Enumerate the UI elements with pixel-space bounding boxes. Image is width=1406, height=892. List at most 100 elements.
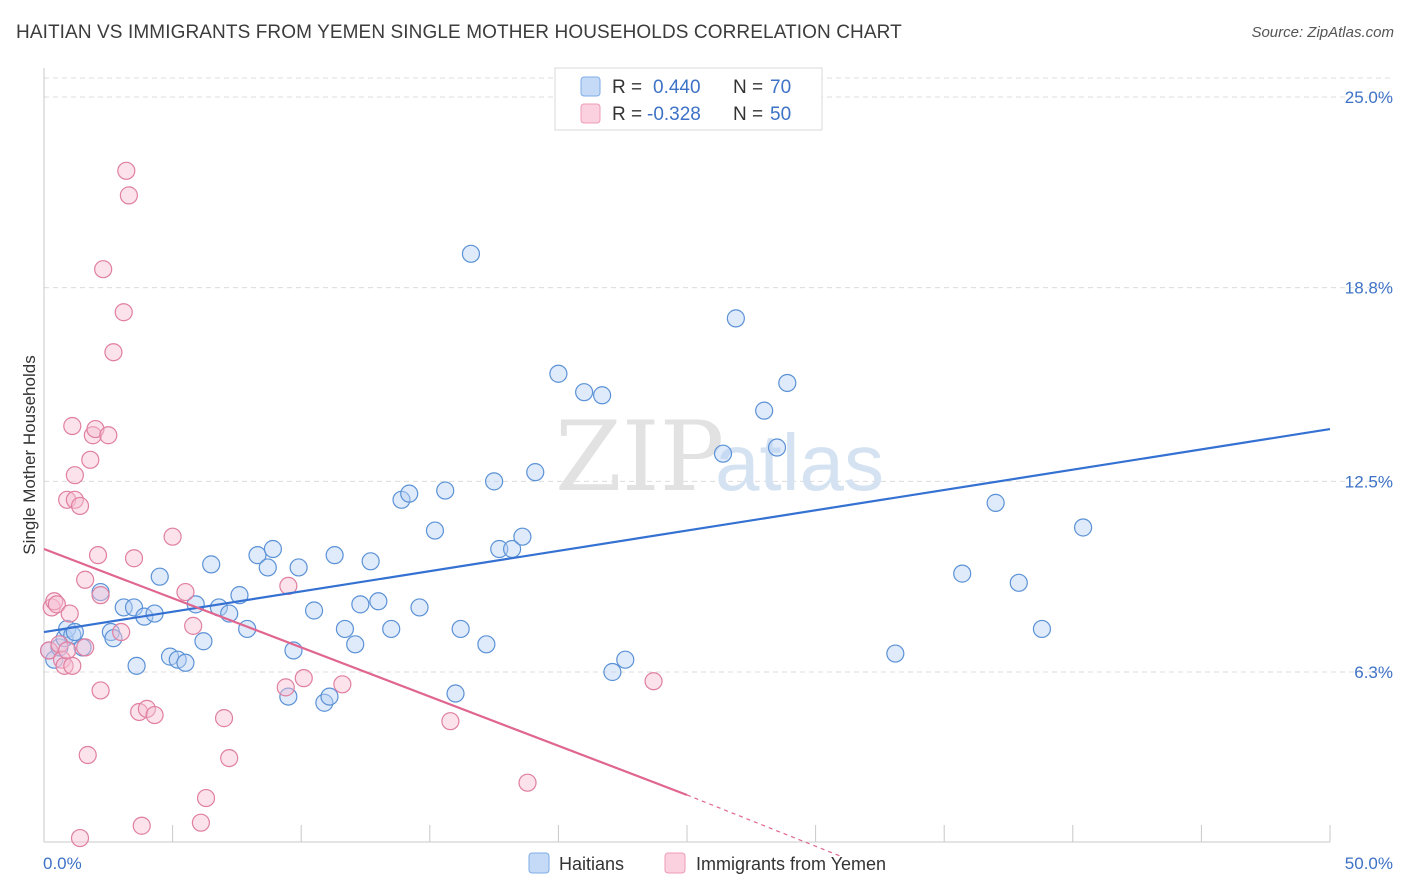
yemen-point-10	[63, 656, 82, 675]
yemen-point-14	[70, 828, 90, 848]
haitians-point-12	[124, 598, 144, 617]
yemen-point-39	[184, 616, 203, 635]
legend-n-label-2: N =	[733, 104, 763, 125]
legend-r-label-2: R =	[612, 104, 642, 125]
haitians-point-72	[1073, 518, 1093, 537]
yemen-point-27	[104, 343, 123, 362]
haitians-point-37	[335, 619, 355, 639]
haitians-point-39	[351, 595, 370, 614]
legend-r-value-2: -0.328	[647, 104, 701, 125]
y-tick-label-1: 12.5%	[1345, 472, 1393, 491]
haitians-point-55	[513, 527, 532, 546]
yemen-point-24	[91, 681, 110, 700]
haitians-point-64	[755, 401, 774, 420]
haitians-point-13	[127, 656, 146, 675]
yemen-point-19	[81, 450, 100, 469]
haitians-point-53	[490, 539, 509, 559]
yemen-point-2	[45, 592, 64, 611]
yemen-point-43	[220, 748, 239, 768]
legend-r-label-1: R =	[612, 77, 642, 98]
haitians-point-25	[230, 586, 249, 605]
watermark-atlas: atlas	[715, 418, 884, 507]
haitians-point-60	[603, 662, 622, 682]
bottom-legend-haitians: Haitians	[559, 854, 624, 874]
haitians-point-63	[726, 309, 745, 328]
yemen-point-40	[191, 813, 210, 832]
haitians-point-49	[451, 619, 470, 639]
haitians-point-29	[263, 539, 283, 559]
yemen-point-6	[55, 656, 74, 675]
yemen-point-15	[70, 496, 90, 516]
yemen-point-28	[112, 622, 131, 642]
yemen-point-22	[88, 546, 108, 565]
yemen-point-8	[58, 641, 77, 660]
haitians-point-41	[369, 592, 388, 611]
haitians-point-45	[410, 598, 429, 617]
yemen-point-25	[94, 260, 113, 279]
haitians-point-59	[593, 386, 612, 405]
haitians-point-32	[289, 558, 308, 577]
haitians-point-19	[176, 653, 195, 672]
y-tick-label-0: 6.3%	[1354, 663, 1393, 682]
haitians-point-50	[461, 244, 481, 263]
yemen-point-31	[119, 186, 138, 205]
yemen-point-13	[65, 466, 84, 485]
haitians-point-62	[713, 444, 733, 463]
haitians-point-21	[194, 632, 213, 651]
haitians-point-58	[575, 383, 594, 402]
legend-r-value-1: 0.440	[653, 77, 701, 98]
yemen-point-37	[163, 527, 182, 546]
haitians-point-51	[477, 635, 496, 654]
bottom-legend-swatch-yemen	[664, 852, 686, 874]
yemen-point-17	[76, 570, 95, 589]
yemen-point-48	[441, 712, 460, 731]
yemen-point-42	[214, 709, 234, 728]
yemen-point-18	[78, 745, 97, 765]
haitians-point-22	[202, 555, 221, 574]
haitians-point-16	[150, 567, 169, 586]
haitians-point-27	[248, 546, 267, 565]
haitians-point-57	[549, 364, 568, 383]
yemen-point-16	[76, 638, 95, 657]
yemen-point-3	[47, 595, 66, 614]
x-tick-label-0: 0.0%	[43, 854, 82, 873]
haitians-point-38	[346, 635, 365, 654]
tick-labels: 6.3% 12.5% 18.8% 25.0% 0.0% 50.0%	[43, 88, 1393, 873]
haitians-point-47	[436, 481, 455, 500]
legend-swatch-haitians	[580, 76, 601, 97]
yemen-point-46	[294, 669, 313, 688]
yemen-point-41	[196, 788, 216, 808]
haitians-point-71	[1032, 619, 1052, 639]
legend-swatch-yemen	[580, 103, 601, 124]
watermark: ZIP atlas	[555, 401, 884, 513]
yemen-point-29	[114, 303, 133, 322]
bottom-legend-swatch-haitians	[528, 852, 550, 874]
haitians-point-66	[778, 373, 797, 393]
yemen-point-50	[644, 672, 663, 691]
y-axis-label: Single Mother Households	[20, 355, 39, 554]
yemen-trend-extension	[686, 794, 842, 858]
yemen-point-32	[124, 549, 144, 568]
grid-lines	[44, 77, 1390, 673]
yemen-point-36	[145, 705, 164, 725]
y-tick-label-2: 18.8%	[1345, 279, 1393, 298]
haitians-point-65	[767, 438, 787, 457]
yemen-trend-line	[43, 547, 688, 797]
haitians-point-44	[400, 484, 419, 503]
haitians-point-28	[258, 558, 277, 577]
yemen-point-11	[63, 416, 82, 436]
source-label: Source: ZipAtlas.com	[1251, 24, 1394, 41]
legend-n-value-2: 50	[770, 104, 791, 125]
x-tick-label-1: 50.0%	[1345, 854, 1393, 873]
haitians-point-52	[485, 472, 504, 491]
haitians-point-42	[382, 619, 401, 639]
legend-n-value-1: 70	[770, 77, 791, 98]
chart-title: HAITIAN VS IMMIGRANTS FROM YEMEN SINGLE …	[16, 22, 902, 43]
bottom-legend-yemen: Immigrants from Yemen	[696, 854, 886, 874]
yemen-point-9	[60, 604, 79, 623]
haitians-point-11	[114, 598, 133, 617]
legend-n-label-1: N =	[733, 77, 763, 98]
haitians-point-70	[1009, 573, 1028, 592]
haitians-point-56	[526, 463, 545, 482]
